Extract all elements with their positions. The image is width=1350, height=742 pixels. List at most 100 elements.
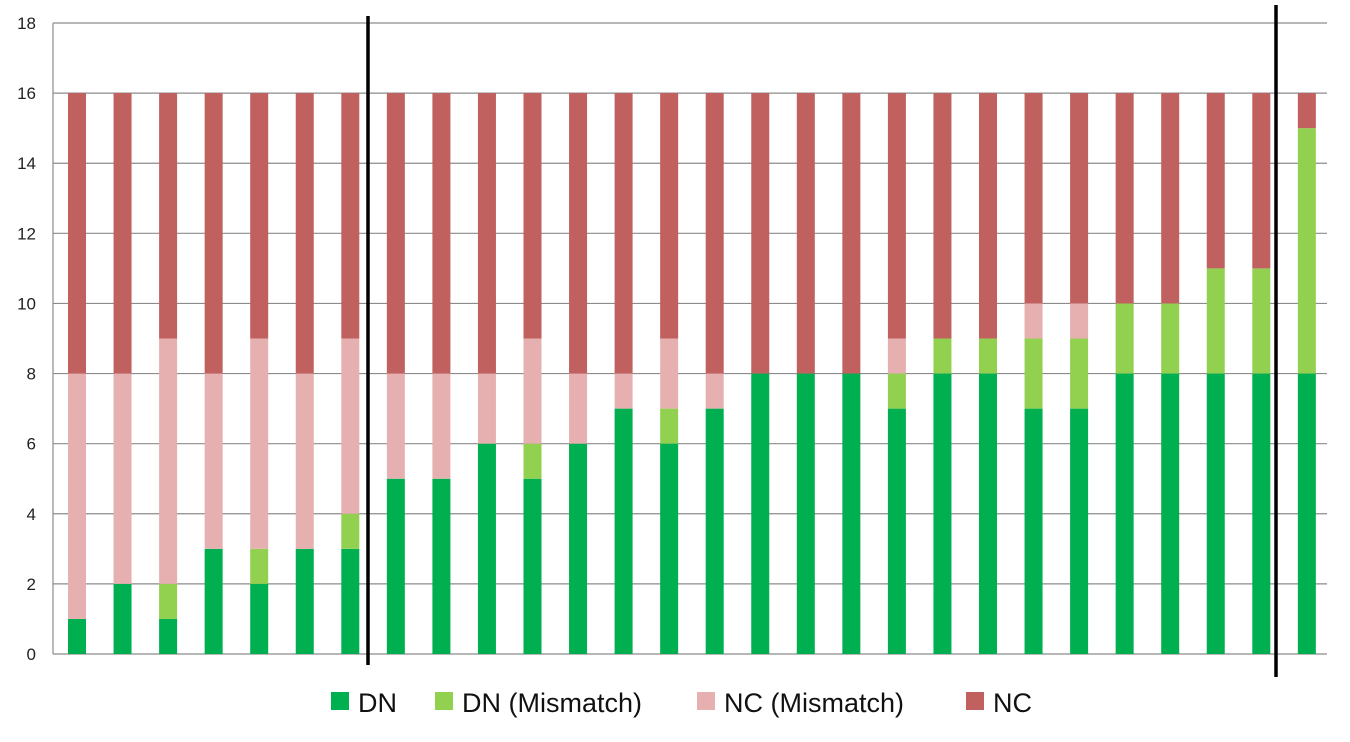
bar-22-nc xyxy=(1025,93,1043,303)
bar-26-dn xyxy=(1207,374,1225,654)
bar-17-nc xyxy=(797,93,815,373)
bar-24-dn-mismatch xyxy=(1116,303,1134,373)
legend-swatch-2 xyxy=(435,692,453,710)
y-tick-label: 10 xyxy=(17,294,36,313)
bar-4-nc xyxy=(205,93,223,373)
bar-17-dn xyxy=(797,374,815,654)
legend-label-1: DN xyxy=(358,688,397,718)
bar-3-dn-mismatch xyxy=(159,584,177,619)
bar-5-dn xyxy=(250,584,268,654)
bar-19-nc xyxy=(888,93,906,338)
legend-label-3: NC (Mismatch) xyxy=(724,688,904,718)
bar-27-nc xyxy=(1252,93,1270,268)
bar-20-dn-mismatch xyxy=(933,339,951,374)
bar-19-dn xyxy=(888,409,906,654)
bar-12-nc xyxy=(569,93,587,373)
bar-15-nc-mismatch xyxy=(706,374,724,409)
bar-12-dn xyxy=(569,444,587,654)
bar-7-nc xyxy=(341,93,359,338)
bar-3-nc-mismatch xyxy=(159,339,177,584)
bar-25-dn xyxy=(1161,374,1179,654)
bar-10-nc-mismatch xyxy=(478,374,496,444)
bar-22-dn-mismatch xyxy=(1025,339,1043,409)
y-tick-label: 0 xyxy=(27,645,36,664)
bar-15-dn xyxy=(706,409,724,654)
bar-4-dn xyxy=(205,549,223,654)
y-tick-label: 8 xyxy=(27,365,36,384)
bar-19-nc-mismatch xyxy=(888,339,906,374)
bar-1-nc xyxy=(68,93,86,373)
bar-12-nc-mismatch xyxy=(569,374,587,444)
y-tick-label: 6 xyxy=(27,435,36,454)
bar-23-nc xyxy=(1070,93,1088,303)
bar-24-nc xyxy=(1116,93,1134,303)
bar-21-dn-mismatch xyxy=(979,339,997,374)
bar-21-dn xyxy=(979,374,997,654)
bar-28-dn-mismatch xyxy=(1298,128,1316,373)
bar-7-dn-mismatch xyxy=(341,514,359,549)
bar-14-nc-mismatch xyxy=(660,339,678,409)
y-tick-label: 18 xyxy=(17,14,36,33)
bar-9-dn xyxy=(432,479,450,654)
bar-20-dn xyxy=(933,374,951,654)
legend: DN DN (Mismatch) NC (Mismatch) NC xyxy=(331,688,1032,718)
bar-28-nc xyxy=(1298,93,1316,128)
bar-8-dn xyxy=(387,479,405,654)
bar-6-nc xyxy=(296,93,314,373)
bar-14-dn xyxy=(660,444,678,654)
bar-6-nc-mismatch xyxy=(296,374,314,549)
bar-14-dn-mismatch xyxy=(660,409,678,444)
legend-label-4: NC xyxy=(993,688,1032,718)
bar-25-dn-mismatch xyxy=(1161,303,1179,373)
legend-swatch-4 xyxy=(966,692,984,710)
bar-19-dn-mismatch xyxy=(888,374,906,409)
y-tick-label: 16 xyxy=(17,84,36,103)
bar-24-dn xyxy=(1116,374,1134,654)
bar-5-nc xyxy=(250,93,268,338)
bar-25-nc xyxy=(1161,93,1179,303)
legend-swatch-3 xyxy=(697,692,715,710)
bar-6-dn xyxy=(296,549,314,654)
bar-16-nc xyxy=(751,93,769,373)
y-tick-label: 14 xyxy=(17,154,36,173)
bar-11-nc-mismatch xyxy=(524,339,542,444)
bar-23-nc-mismatch xyxy=(1070,303,1088,338)
bar-11-dn-mismatch xyxy=(524,444,542,479)
group-dividers xyxy=(368,5,1276,677)
bar-28-dn xyxy=(1298,374,1316,654)
legend-label-2: DN (Mismatch) xyxy=(462,688,642,718)
bar-13-nc-mismatch xyxy=(615,374,633,409)
bar-10-dn xyxy=(478,444,496,654)
bar-4-nc-mismatch xyxy=(205,374,223,549)
bar-13-nc xyxy=(615,93,633,373)
bar-14-nc xyxy=(660,93,678,338)
bar-7-nc-mismatch xyxy=(341,339,359,514)
bar-9-nc xyxy=(432,93,450,373)
bar-2-dn xyxy=(114,584,132,654)
bar-18-nc xyxy=(842,93,860,373)
y-tick-label: 2 xyxy=(27,575,36,594)
bar-15-nc xyxy=(706,93,724,373)
bar-13-dn xyxy=(615,409,633,654)
bar-3-nc xyxy=(159,93,177,338)
bar-27-dn-mismatch xyxy=(1252,268,1270,373)
bar-18-dn xyxy=(842,374,860,654)
bar-20-nc xyxy=(933,93,951,338)
y-tick-label: 4 xyxy=(27,505,36,524)
bar-3-dn xyxy=(159,619,177,654)
bar-16-dn xyxy=(751,374,769,654)
bar-11-nc xyxy=(524,93,542,338)
legend-swatch-1 xyxy=(331,692,349,710)
bar-2-nc xyxy=(114,93,132,373)
bar-22-dn xyxy=(1025,409,1043,654)
bar-8-nc-mismatch xyxy=(387,374,405,479)
bar-5-nc-mismatch xyxy=(250,339,268,549)
bar-8-nc xyxy=(387,93,405,373)
bar-22-nc-mismatch xyxy=(1025,303,1043,338)
y-tick-label: 12 xyxy=(17,224,36,243)
bar-2-nc-mismatch xyxy=(114,374,132,584)
bar-23-dn xyxy=(1070,409,1088,654)
bar-26-nc xyxy=(1207,93,1225,268)
bar-7-dn xyxy=(341,549,359,654)
